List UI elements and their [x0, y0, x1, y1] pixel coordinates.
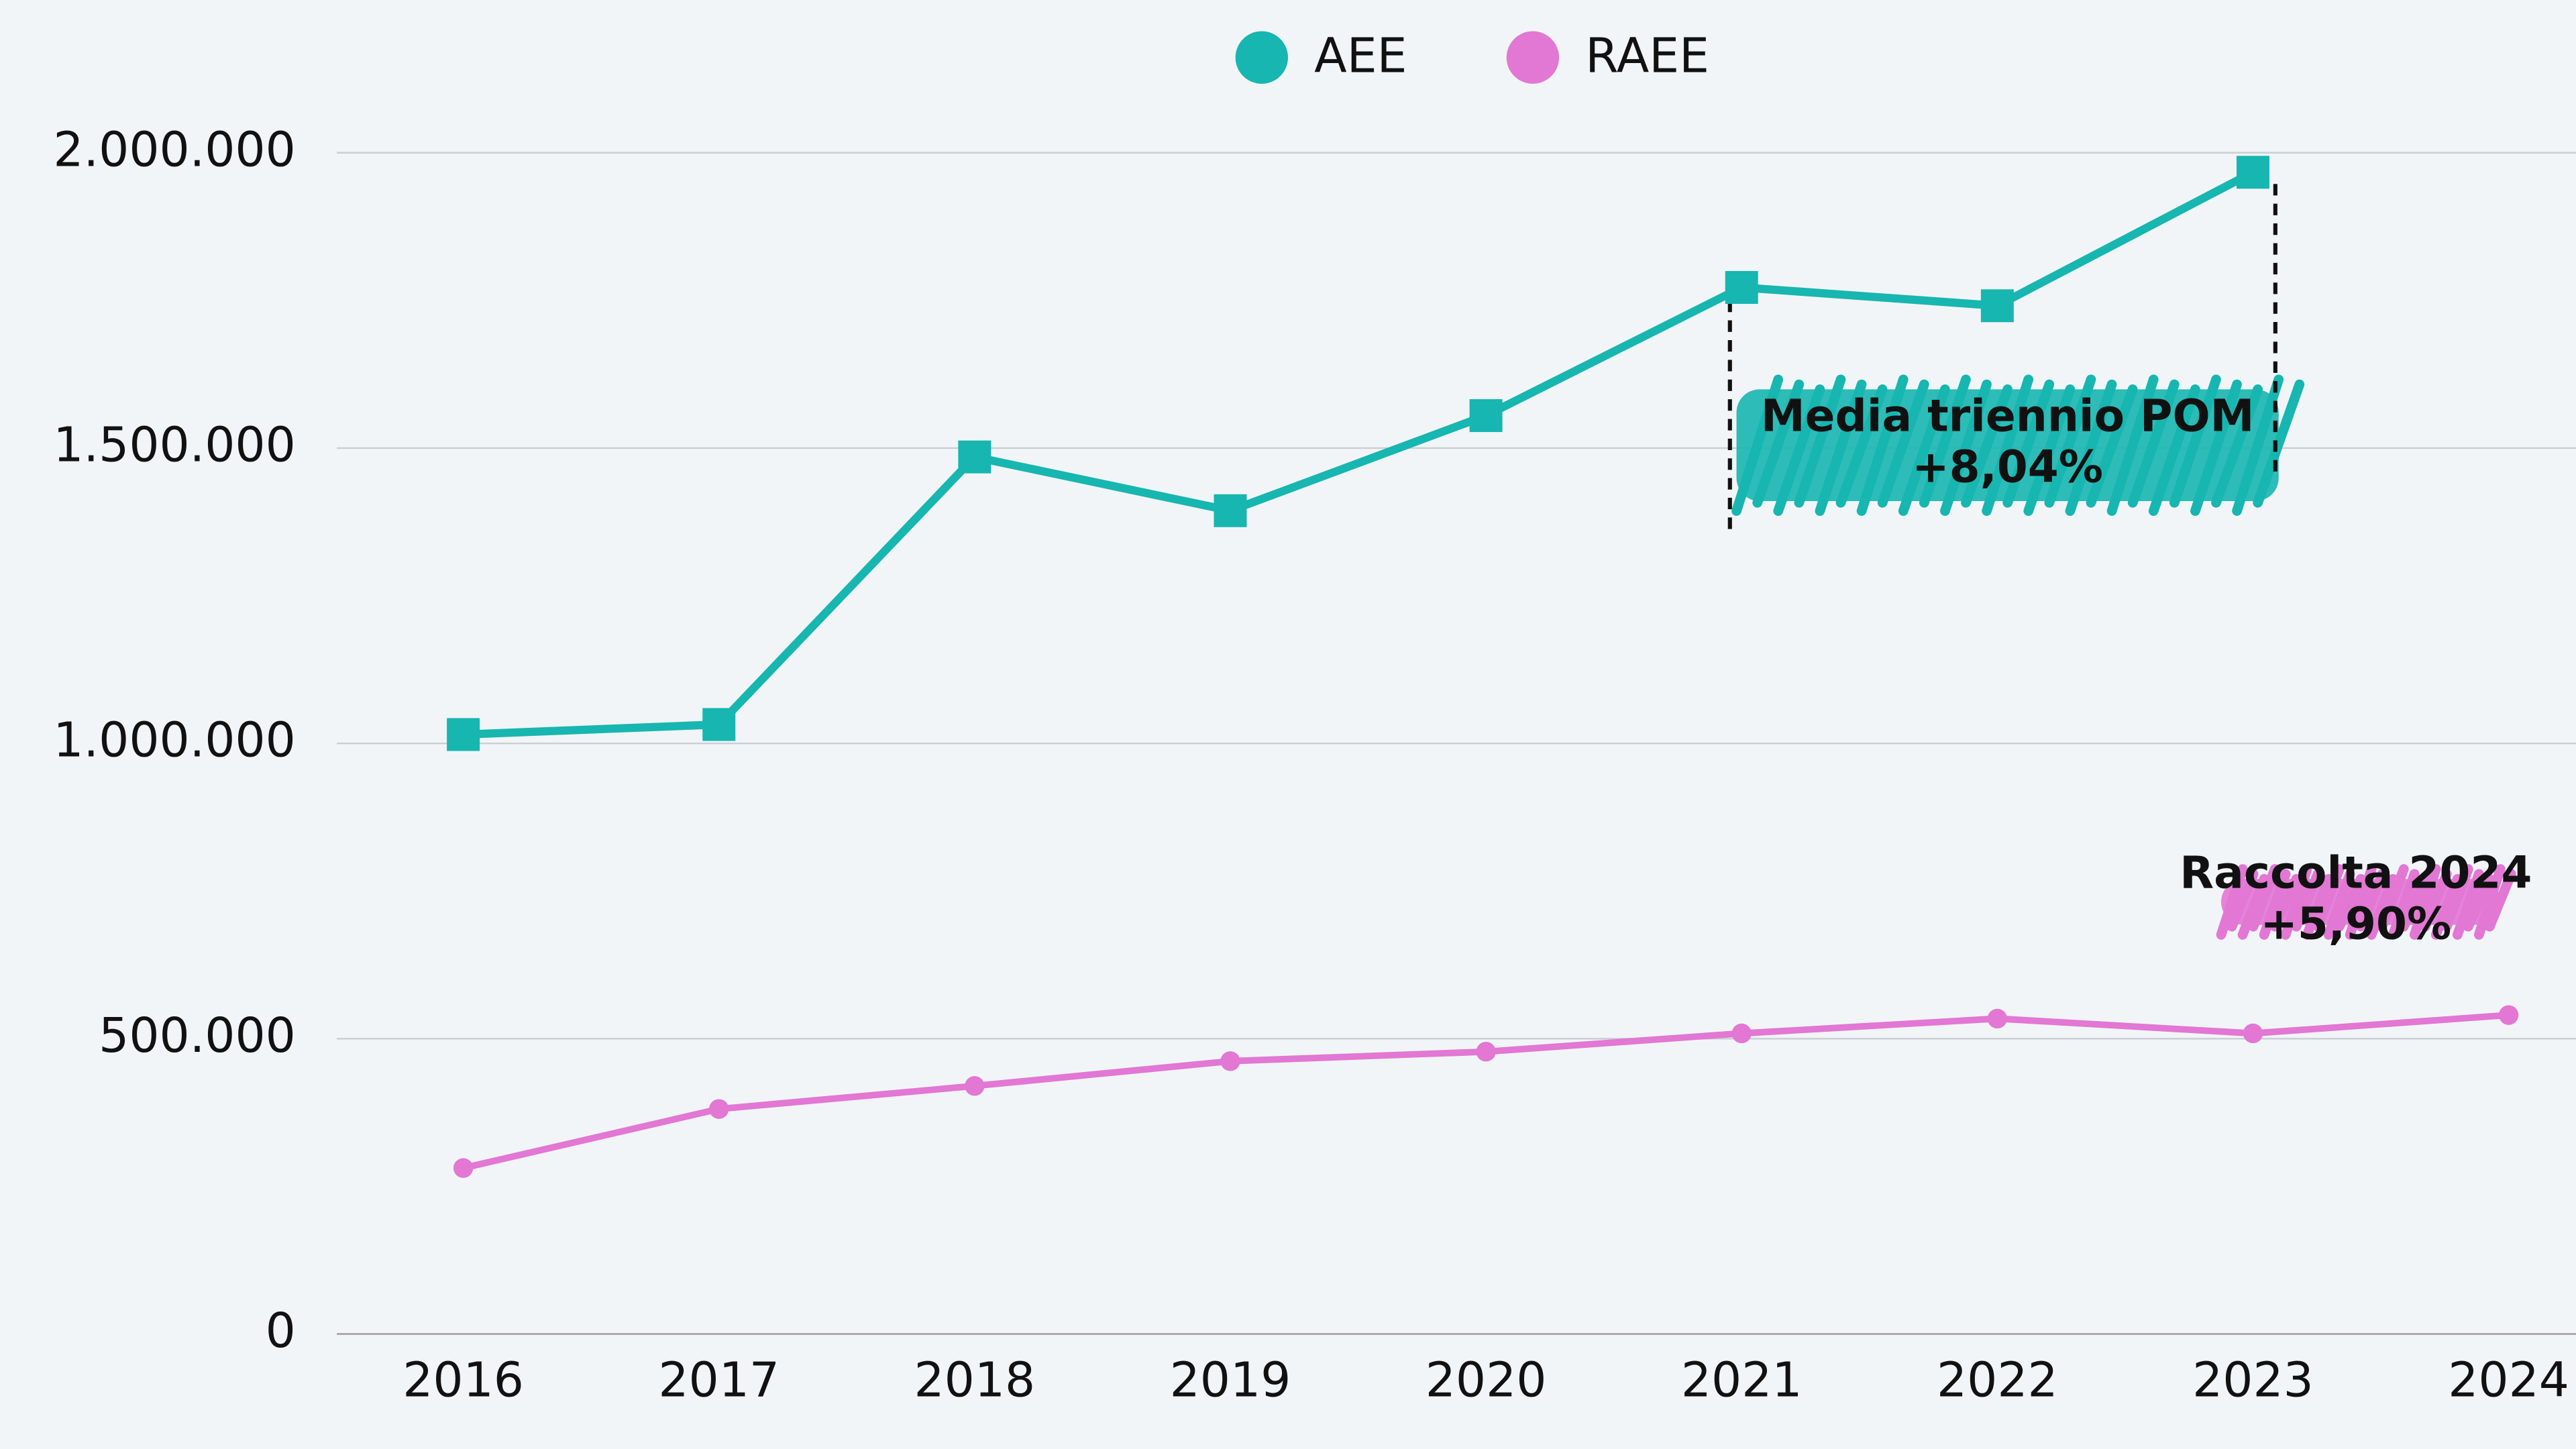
data-point: [1470, 399, 1503, 432]
annotation-text: +8,04%: [1912, 441, 2103, 492]
data-point: [2243, 1024, 2263, 1043]
data-point: [1981, 289, 2014, 322]
x-tick-label: 2019: [1170, 1352, 1291, 1408]
background: [0, 0, 2576, 1449]
data-point: [1220, 1051, 1240, 1071]
data-point: [702, 708, 735, 741]
y-tick-label: 1.500.000: [53, 417, 295, 472]
x-tick-label: 2023: [2192, 1352, 2314, 1408]
data-point: [2237, 156, 2269, 189]
data-point: [958, 441, 991, 474]
data-point: [453, 1158, 473, 1177]
data-point: [1725, 271, 1758, 304]
y-tick-label: 2.000.000: [53, 121, 295, 177]
data-point: [1214, 494, 1246, 527]
y-tick-label: 500.000: [99, 1008, 296, 1063]
legend-label: AEE: [1314, 28, 1407, 84]
x-tick-label: 2022: [1937, 1352, 2058, 1408]
data-point: [1732, 1024, 1752, 1043]
data-point: [1476, 1042, 1495, 1061]
data-point: [447, 718, 480, 751]
data-point: [2499, 1005, 2518, 1024]
x-tick-label: 2021: [1681, 1352, 1803, 1408]
annotation-text: Media triennio POM: [1761, 390, 2255, 442]
x-tick-label: 2024: [2448, 1352, 2569, 1408]
x-tick-label: 2020: [1426, 1352, 1547, 1408]
data-point: [965, 1076, 984, 1095]
annotation-text: +5,90%: [2260, 898, 2451, 949]
annotation-text: Raccolta 2024: [2180, 847, 2532, 898]
legend-swatch: [1507, 32, 1559, 84]
data-point: [709, 1099, 729, 1118]
x-tick-label: 2018: [914, 1352, 1035, 1408]
x-tick-label: 2017: [658, 1352, 780, 1408]
y-tick-label: 0: [266, 1303, 296, 1358]
page: {"chart_data": { "type": "line", "catego…: [0, 0, 2576, 1449]
x-tick-label: 2016: [402, 1352, 524, 1408]
y-tick-label: 1.000.000: [53, 712, 295, 768]
legend-label: RAEE: [1585, 28, 1709, 84]
chart: 0 500.000 1.000.000 1.500.000 2.000.000 2016 2…: [0, 0, 2576, 1449]
legend-swatch: [1236, 32, 1288, 84]
data-point: [1988, 1009, 2007, 1028]
